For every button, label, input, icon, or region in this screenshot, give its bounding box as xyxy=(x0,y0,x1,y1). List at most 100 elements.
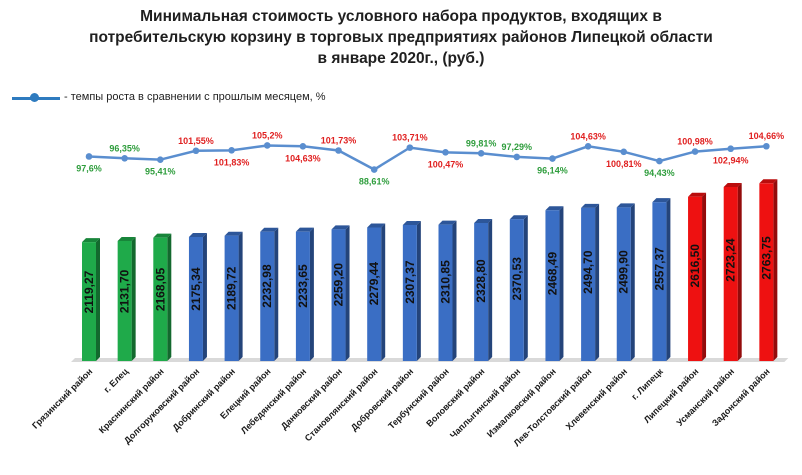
growth-rate-point xyxy=(584,142,592,150)
bar-side xyxy=(96,238,100,361)
bar-front xyxy=(652,202,667,361)
bar-front xyxy=(82,242,96,361)
growth-rate-point xyxy=(620,148,628,156)
bar-value-label: 2723,24 xyxy=(724,238,738,282)
growth-rate-point xyxy=(370,166,378,173)
bar-top xyxy=(759,179,778,184)
bar-value-label: 2557,37 xyxy=(652,247,666,291)
bar-top xyxy=(117,236,136,241)
bar-front xyxy=(117,240,132,361)
growth-rate-point xyxy=(299,142,307,150)
bar-9 xyxy=(367,223,386,361)
bar-top xyxy=(260,227,279,232)
bar-16 xyxy=(616,203,635,361)
growth-rate-label: 101,73% xyxy=(321,135,357,145)
bar-10 xyxy=(402,220,421,361)
growth-rate-label: 102,94% xyxy=(713,156,749,166)
growth-rate-label: 95,41% xyxy=(145,167,176,177)
bar-top xyxy=(688,192,707,197)
bar-17 xyxy=(652,198,671,361)
x-tick-label: Измалковский район xyxy=(485,366,558,439)
growth-rate-label: 97,29% xyxy=(502,142,533,152)
growth-rate-label: 94,43% xyxy=(644,168,675,178)
x-tick-label: Хлевенский район xyxy=(564,366,629,431)
bar-top xyxy=(295,227,314,232)
bar-front xyxy=(616,207,631,361)
bar-front xyxy=(295,231,310,361)
chart-floor xyxy=(71,358,789,362)
bar-value-label: 2616,50 xyxy=(688,244,702,288)
bar-value-label: 2189,72 xyxy=(225,266,239,310)
growth-rate-point xyxy=(477,149,485,157)
bar-front xyxy=(509,219,524,361)
chart-title-line-3: в январе 2020г., (руб.) xyxy=(317,50,485,67)
bar-front xyxy=(188,237,203,361)
bar-front xyxy=(581,207,596,361)
growth-rate-line xyxy=(88,144,767,171)
bar-8 xyxy=(331,225,350,361)
bar-7 xyxy=(295,227,314,361)
growth-rate-label: 104,66% xyxy=(749,131,785,141)
bar-front xyxy=(688,196,703,361)
bar-15 xyxy=(581,203,600,361)
growth-rate-label: 97,6% xyxy=(76,163,102,173)
bar-side xyxy=(381,223,386,361)
bar-value-label: 2233,65 xyxy=(296,264,310,308)
growth-rate-point xyxy=(228,147,235,154)
bar-top xyxy=(438,220,457,225)
bar-front xyxy=(438,224,453,361)
bar-side xyxy=(523,215,528,361)
bar-2 xyxy=(117,236,136,361)
growth-rate-label: 100,81% xyxy=(606,159,642,169)
growth-rate-point xyxy=(157,156,164,163)
x-tick-label: Тербунский район xyxy=(386,366,451,431)
x-tick-label: Краснинский район xyxy=(97,366,166,435)
x-tick-label: Добровский район xyxy=(349,366,415,432)
chart-title-line-2: потребительскую корзину в торговых предп… xyxy=(89,29,713,46)
bar-value-label: 2468,49 xyxy=(545,252,559,296)
bar-20 xyxy=(759,179,778,361)
bar-value-label: 2168,05 xyxy=(153,267,167,311)
bar-front xyxy=(367,227,382,361)
bar-value-label: 2279,44 xyxy=(367,262,381,306)
growth-rate-label: 100,47% xyxy=(428,159,464,169)
growth-rate-label: 105,2% xyxy=(252,130,283,140)
chart-title-line-1: Минимальная стоимость условного набора п… xyxy=(140,8,662,25)
bar-value-label: 2494,70 xyxy=(581,250,595,294)
bar-side xyxy=(595,203,600,361)
bar-19 xyxy=(723,183,742,361)
growth-rate-label: 104,63% xyxy=(570,131,606,141)
bar-top xyxy=(581,203,600,208)
bar-top xyxy=(224,231,243,236)
bar-18 xyxy=(688,192,707,361)
growth-rate-label: 101,83% xyxy=(214,157,250,167)
growth-rate-label: 103,71% xyxy=(392,133,428,143)
x-tick-label: г. Липецк xyxy=(629,366,665,402)
bar-top xyxy=(188,233,207,238)
growth-rate-point xyxy=(335,147,342,154)
bar-top xyxy=(545,206,564,211)
bar-value-label: 2307,37 xyxy=(403,260,417,304)
bar-side xyxy=(131,236,136,361)
bar-top xyxy=(723,183,742,188)
bar-front xyxy=(723,187,738,361)
bar-side xyxy=(309,227,314,361)
bar-1 xyxy=(82,238,100,361)
x-tick-label: г. Елец xyxy=(102,366,131,395)
growth-rate-point xyxy=(763,142,770,150)
bar-14 xyxy=(545,206,564,361)
bar-front xyxy=(402,224,417,361)
bar-value-label: 2499,90 xyxy=(617,250,631,294)
bar-top xyxy=(652,198,671,203)
bar-side xyxy=(167,233,172,361)
x-tick-label: Грязинский район xyxy=(30,366,94,430)
bar-side xyxy=(202,233,207,361)
bar-side xyxy=(345,225,350,361)
growth-rate-point xyxy=(442,149,449,156)
bar-value-label: 2232,98 xyxy=(260,264,274,308)
bar-value-label: 2328,80 xyxy=(474,259,488,303)
bar-front xyxy=(545,210,560,361)
growth-rate-point xyxy=(549,155,556,162)
growth-rate-point xyxy=(513,153,521,161)
